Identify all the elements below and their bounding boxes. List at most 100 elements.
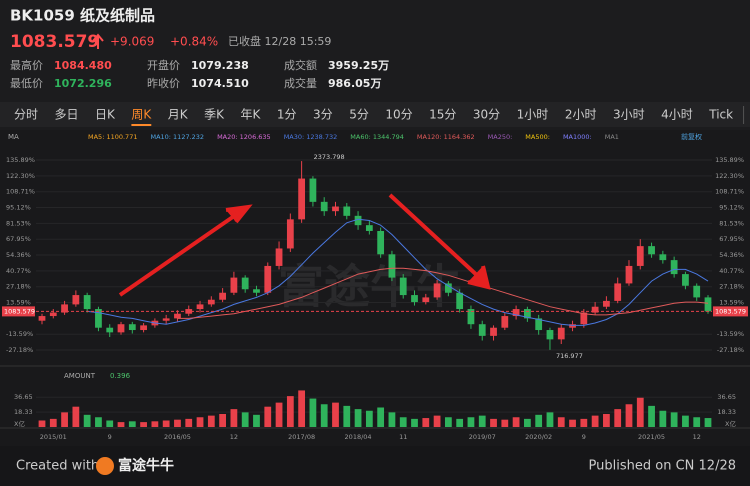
volume-bar	[580, 418, 588, 427]
tab-bar	[0, 102, 750, 127]
ma-line	[177, 267, 709, 319]
stat-value: 1074.510	[191, 77, 249, 90]
x-tick-label: 2019/07	[469, 433, 496, 441]
tab[interactable]: 季K	[204, 108, 225, 122]
volume-bar	[286, 396, 294, 427]
candle-body	[478, 324, 486, 336]
adjust[interactable]: 前复权	[681, 132, 702, 141]
candle-body	[298, 178, 306, 220]
candle-body	[38, 316, 46, 321]
tab[interactable]: 分时	[14, 108, 38, 122]
volume-bar	[320, 404, 328, 427]
candle-body	[704, 297, 712, 312]
tab[interactable]: Tick	[708, 108, 733, 122]
volume-bar	[95, 417, 102, 427]
y-tick-label: 54.36%	[6, 251, 31, 259]
ma-legend: MA30: 1238.732	[284, 133, 338, 141]
tab[interactable]: 3分	[313, 108, 333, 122]
volume-bar	[704, 418, 712, 427]
y-tick-label: -13.59%	[717, 330, 744, 338]
y-tick-label: -13.59%	[6, 330, 33, 338]
tab[interactable]: 10分	[385, 108, 412, 122]
tab[interactable]: 日K	[95, 108, 116, 122]
volume-bar	[162, 420, 170, 427]
indicator-name: MA	[8, 133, 19, 141]
tab[interactable]: 30分	[473, 108, 500, 122]
tab[interactable]: 2小时	[565, 108, 597, 122]
price: 1083.579	[10, 32, 99, 52]
candle-body	[162, 318, 170, 321]
candle-body	[659, 254, 667, 261]
tab[interactable]: 3小时	[613, 108, 645, 122]
tab[interactable]: 多日	[55, 108, 79, 122]
volume-bar	[659, 410, 667, 427]
candle-body	[546, 330, 554, 340]
candle-body	[625, 265, 633, 284]
x-tick-label: 2015/01	[40, 433, 67, 441]
y-tick-label: 40.77%	[719, 267, 744, 275]
stat-label: 最低价	[10, 77, 43, 90]
candle-body	[230, 277, 238, 293]
candle-body	[512, 309, 520, 317]
volume-bar	[512, 417, 520, 427]
candle-body	[648, 246, 655, 255]
tab[interactable]: 5分	[349, 108, 369, 122]
candle-body	[95, 309, 102, 328]
candle-body	[174, 313, 181, 319]
candle-body	[275, 248, 283, 266]
candle-body	[433, 283, 441, 298]
volume-bar	[117, 422, 125, 427]
volume-bar	[253, 414, 260, 427]
volume-bar	[433, 415, 441, 427]
price-tag	[2, 306, 35, 317]
candle-body	[580, 312, 588, 325]
candle-body	[411, 295, 418, 303]
volume-bar	[648, 405, 655, 427]
vol-tick-label: 18.33	[717, 408, 736, 416]
y-tick-label: -27.18%	[717, 346, 744, 354]
candle-body	[501, 316, 509, 328]
candle-body	[219, 292, 226, 300]
volume-bar	[535, 414, 543, 427]
stat-label: 昨收价	[147, 76, 180, 90]
candle-body	[456, 292, 464, 310]
stat-label: 成交量	[284, 76, 317, 90]
stat-value: 986.05万	[328, 77, 381, 90]
volume-bar	[354, 409, 362, 427]
volume-bar	[230, 409, 238, 427]
ma-legend: MA120: 1164.362	[417, 133, 475, 141]
vol-tick-label: 18.33	[14, 408, 33, 416]
volume-bar	[309, 398, 317, 427]
candle-body	[636, 246, 644, 266]
ma-legend: MA1000:	[563, 133, 592, 141]
y-tick-label: 108.71%	[6, 188, 35, 196]
y-tick-label: 67.95%	[6, 235, 31, 243]
tab[interactable]: 4小时	[661, 108, 693, 122]
tab[interactable]: 15分	[429, 108, 456, 122]
candle-body	[354, 215, 362, 226]
tab[interactable]: 年K	[241, 108, 262, 122]
candle-body	[377, 230, 385, 255]
volume-bar	[501, 419, 509, 427]
ma-legend: MA5: 1100.771	[88, 133, 137, 141]
candle-body	[467, 309, 475, 325]
candle-body	[535, 318, 543, 331]
tab[interactable]: 周K	[131, 108, 152, 122]
x-tick-label: 11	[399, 433, 407, 441]
price-tag	[713, 306, 748, 317]
tab[interactable]: 1分	[277, 108, 297, 122]
volume-bar	[106, 420, 114, 427]
price-tag-label: 1083.579	[715, 307, 746, 315]
candle-body	[332, 206, 339, 212]
footer-bg	[0, 446, 750, 486]
y-tick-label: 54.36%	[719, 251, 744, 259]
footer-published: Published on CN 12/28	[589, 459, 736, 474]
x-tick-label: 2018/04	[345, 433, 372, 441]
ma-legend: MA250:	[488, 133, 513, 141]
candle-body	[422, 297, 430, 303]
vol-tick-label: 36.65	[14, 393, 33, 401]
volume-bar	[422, 418, 430, 427]
tab[interactable]: 1小时	[517, 108, 549, 122]
tab[interactable]: 月K	[168, 108, 189, 122]
volume-bar	[591, 415, 599, 427]
